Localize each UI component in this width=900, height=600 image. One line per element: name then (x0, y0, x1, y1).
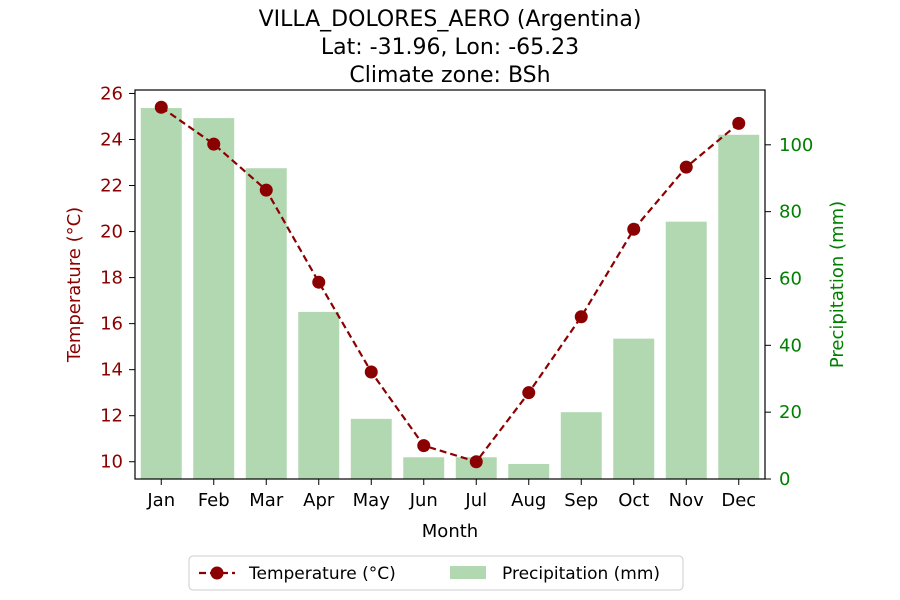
precipitation-bar-feb (193, 118, 235, 479)
left-y-tick-label-16: 16 (100, 314, 123, 335)
right-y-tick-label-80: 80 (779, 202, 802, 223)
legend-box (188, 555, 684, 591)
precipitation-bar-apr (298, 311, 340, 479)
precipitation-bars (140, 108, 760, 480)
temperature-point-feb (207, 137, 221, 151)
right-y-tick-label-20: 20 (779, 402, 802, 423)
chart-title-line-3: Climate zone: BSh (349, 63, 550, 88)
precipitation-bar-jun (403, 457, 445, 479)
temperature-point-jul (469, 455, 483, 469)
legend: Temperature (°C) Precipitation (mm) (188, 555, 684, 591)
temperature-line-group (154, 100, 746, 469)
precipitation-bar-aug (508, 463, 550, 479)
precipitation-bar-mar (245, 168, 287, 479)
chart-title-line-2: Lat: -31.96, Lon: -65.23 (321, 35, 579, 60)
temperature-point-nov (679, 160, 693, 174)
precipitation-bar-nov (665, 221, 707, 479)
precipitation-bar-jan (140, 108, 182, 480)
left-y-tick-label-22: 22 (100, 176, 123, 197)
precipitation-bar-oct (613, 338, 655, 479)
left-y-tick-label-20: 20 (100, 222, 123, 243)
temperature-point-sep (574, 310, 588, 324)
left-y-tick-label-24: 24 (100, 129, 123, 150)
x-tick-label-sep: Sep (564, 490, 598, 511)
chart-title-group: VILLA_DOLORES_AERO (Argentina) Lat: -31.9… (259, 7, 642, 88)
x-tick-label-jan: Jan (146, 490, 175, 511)
left-y-tick-label-26: 26 (100, 83, 123, 104)
left-y-tick-label-14: 14 (100, 360, 123, 381)
legend-temperature-marker (210, 566, 224, 580)
x-tick-label-nov: Nov (669, 490, 704, 511)
left-y-tick-label-10: 10 (100, 452, 123, 473)
left-y-tick-label-18: 18 (100, 268, 123, 289)
legend-temperature-label: Temperature (°C) (248, 564, 396, 584)
legend-precipitation-label: Precipitation (mm) (502, 564, 660, 584)
left-y-tick-label-12: 12 (100, 406, 123, 427)
temperature-point-apr (312, 275, 326, 289)
temperature-line (160, 106, 740, 463)
left-y-axis-label: Temperature (°C) (64, 207, 85, 363)
temperature-point-jun (417, 439, 431, 453)
precipitation-bar-dec (718, 134, 760, 479)
chart-title-line-1: VILLA_DOLORES_AERO (Argentina) (259, 7, 642, 32)
x-tick-label-jul: Jul (464, 490, 487, 511)
x-tick-label-may: May (353, 490, 391, 511)
right-y-tick-label-60: 60 (779, 268, 802, 289)
temperature-point-dec (732, 116, 746, 130)
x-tick-label-jun: Jun (409, 490, 438, 511)
temperature-point-mar (259, 183, 273, 197)
right-y-axis-label: Precipitation (mm) (827, 201, 848, 368)
x-tick-label-apr: Apr (303, 490, 335, 511)
x-tick-label-mar: Mar (249, 490, 284, 511)
right-y-tick-label-0: 0 (779, 469, 790, 490)
precipitation-bar-may (350, 418, 392, 479)
legend-precipitation-swatch (450, 566, 486, 579)
x-tick-label-dec: Dec (721, 490, 756, 511)
temperature-point-jan (154, 100, 168, 114)
precipitation-bar-sep (560, 412, 602, 479)
temperature-point-oct (627, 222, 641, 236)
right-y-tick-label-40: 40 (779, 335, 802, 356)
x-tick-label-feb: Feb (198, 490, 230, 511)
temperature-point-may (364, 365, 378, 379)
x-axis-label: Month (422, 521, 478, 542)
axes-group: Jan Feb Mar Apr May Jun Jul Aug Sep Oct Nov Dec Mont… (64, 83, 848, 542)
x-tick-label-aug: Aug (511, 490, 546, 511)
x-tick-label-oct: Oct (618, 490, 649, 511)
right-y-tick-label-100: 100 (779, 135, 813, 156)
temperature-point-aug (522, 386, 536, 400)
plot-frame (134, 89, 766, 480)
